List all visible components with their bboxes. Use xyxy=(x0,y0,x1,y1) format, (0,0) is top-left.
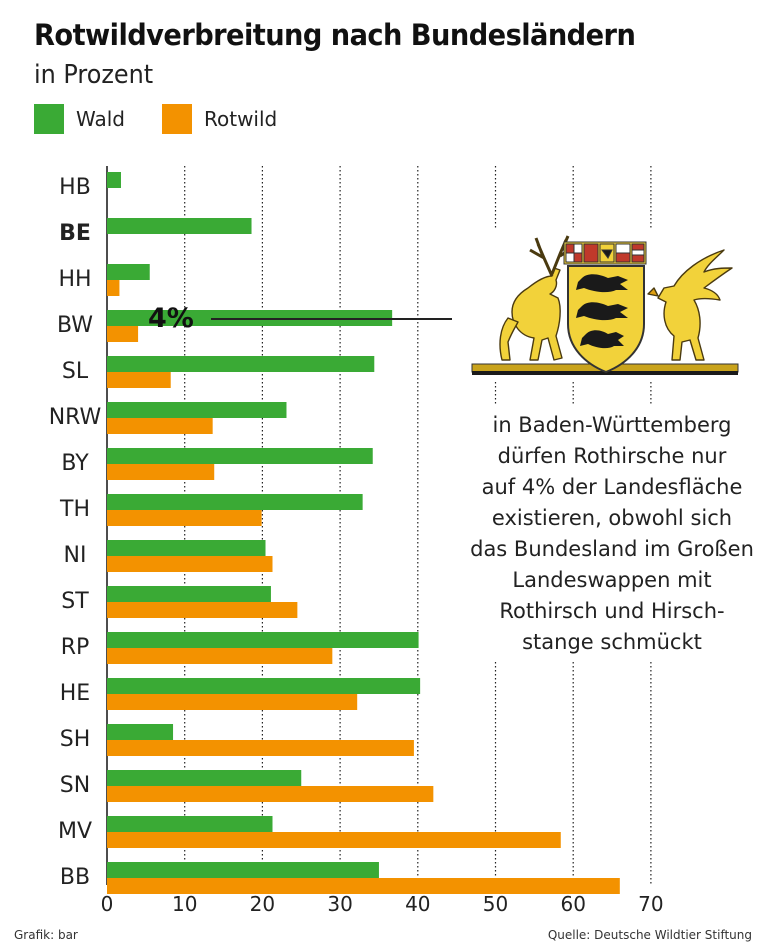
category-label-bb: BB xyxy=(60,865,90,890)
category-label-sn: SN xyxy=(60,773,90,798)
category-label-he: HE xyxy=(60,681,90,706)
bar-rotwild-sl xyxy=(107,372,171,388)
x-tick-label: 60 xyxy=(560,892,585,916)
bar-rotwild-rp xyxy=(107,648,333,664)
bar-rotwild-th xyxy=(107,510,262,526)
x-tick-label: 40 xyxy=(405,892,430,916)
bar-wald-sh xyxy=(107,724,174,740)
coat-of-arms-icon xyxy=(471,235,739,375)
bars xyxy=(107,172,620,894)
bar-rotwild-nrw xyxy=(107,418,213,434)
legend-swatch-wald xyxy=(34,104,64,134)
callout-text: in Baden-Württemberg dürfen Rothirsche n… xyxy=(456,406,768,662)
annotation-leader-line xyxy=(211,318,452,320)
callout-line: dürfen Rothirsche nur xyxy=(497,444,727,468)
x-tick-label: 70 xyxy=(638,892,663,916)
chart-title: Rotwildverbreitung nach Bundesländern xyxy=(34,18,636,52)
bar-rotwild-hh xyxy=(107,280,120,296)
footer-source: Quelle: Deutsche Wildtier Stiftung xyxy=(547,928,752,942)
x-tick-label: 10 xyxy=(172,892,197,916)
category-label-nrw: NRW xyxy=(49,405,102,430)
bar-rotwild-bw xyxy=(107,326,139,342)
category-label-rp: RP xyxy=(61,635,90,660)
bar-wald-rp xyxy=(107,632,419,648)
category-label-sh: SH xyxy=(60,727,91,752)
x-tick-label: 50 xyxy=(483,892,508,916)
category-label-sl: SL xyxy=(62,359,89,384)
category-label-be: BE xyxy=(59,221,91,246)
bar-rotwild-ni xyxy=(107,556,273,572)
bar-rotwild-he xyxy=(107,694,358,710)
bar-wald-hb xyxy=(107,172,121,188)
bar-wald-ni xyxy=(107,540,266,556)
bar-wald-be xyxy=(107,218,252,234)
x-tick-label: 20 xyxy=(250,892,275,916)
bar-wald-st xyxy=(107,586,271,602)
category-label-by: BY xyxy=(61,451,89,476)
chart-subtitle: in Prozent xyxy=(34,60,154,90)
legend-item-wald: Wald xyxy=(34,104,125,134)
legend-label-wald: Wald xyxy=(76,107,126,131)
category-label-ni: NI xyxy=(64,543,87,568)
category-label-bw: BW xyxy=(57,313,93,338)
legend-swatch-rotwild xyxy=(162,104,192,134)
category-labels: HB BE HH BW SL NRW BY TH NI ST RP HE SH SN MV BB xyxy=(49,175,102,890)
bar-rotwild-by xyxy=(107,464,215,480)
bar-wald-by xyxy=(107,448,373,464)
callout-line: Landeswappen mit xyxy=(512,568,712,592)
callout-line: existieren, obwohl sich xyxy=(491,506,733,530)
x-tick-label: 30 xyxy=(327,892,352,916)
bar-wald-mv xyxy=(107,816,273,832)
category-label-th: TH xyxy=(59,497,90,522)
bar-wald-nrw xyxy=(107,402,287,418)
category-label-st: ST xyxy=(61,589,89,614)
callout-line: auf 4% der Landesfläche xyxy=(481,475,743,499)
legend-item-rotwild: Rotwild xyxy=(162,104,277,134)
footer-credit: Grafik: bar xyxy=(14,928,78,942)
bar-rotwild-sn xyxy=(107,786,434,802)
bar-wald-th xyxy=(107,494,363,510)
bar-rotwild-st xyxy=(107,602,298,618)
bar-wald-bb xyxy=(107,862,379,878)
category-label-hb: HB xyxy=(59,175,91,200)
callout-line: das Bundesland im Großen xyxy=(470,537,754,561)
bar-wald-sn xyxy=(107,770,302,786)
bar-wald-hh xyxy=(107,264,150,280)
category-label-hh: HH xyxy=(58,267,91,292)
bar-rotwild-mv xyxy=(107,832,561,848)
tick-labels: 0 10 20 30 40 50 60 70 xyxy=(101,892,664,916)
coat-of-arms-image xyxy=(468,228,740,380)
bar-rotwild-sh xyxy=(107,740,414,756)
bar-wald-he xyxy=(107,678,421,694)
x-tick-label: 0 xyxy=(101,892,114,916)
legend-label-rotwild: Rotwild xyxy=(204,107,278,131)
bar-wald-sl xyxy=(107,356,375,372)
callout-line: in Baden-Württemberg xyxy=(492,413,732,437)
annotation-bw-rotwild: 4% xyxy=(148,303,194,334)
callout-line: Rothirsch und Hirsch- xyxy=(499,599,725,623)
callout-line: stange schmückt xyxy=(522,630,702,654)
bar-rotwild-bb xyxy=(107,878,620,894)
category-label-mv: MV xyxy=(58,819,92,844)
